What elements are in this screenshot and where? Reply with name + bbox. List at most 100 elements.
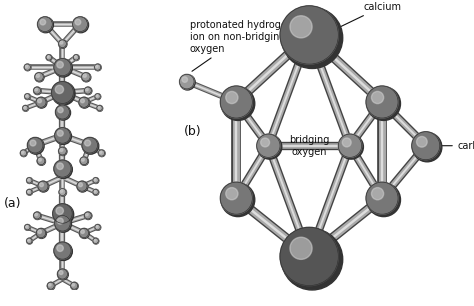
Circle shape <box>79 228 89 238</box>
Circle shape <box>95 64 101 71</box>
Circle shape <box>37 17 52 32</box>
Circle shape <box>94 239 96 241</box>
Circle shape <box>55 160 73 178</box>
Circle shape <box>27 138 44 154</box>
Circle shape <box>366 182 398 214</box>
Circle shape <box>96 225 98 227</box>
Circle shape <box>34 87 41 95</box>
Circle shape <box>226 188 238 200</box>
Circle shape <box>280 6 338 64</box>
Circle shape <box>26 95 27 97</box>
Circle shape <box>23 105 28 111</box>
Circle shape <box>25 94 30 99</box>
Circle shape <box>93 178 99 184</box>
Circle shape <box>26 225 27 227</box>
Circle shape <box>27 238 32 244</box>
Circle shape <box>417 136 427 147</box>
Circle shape <box>372 91 383 104</box>
Circle shape <box>99 150 105 157</box>
Circle shape <box>84 212 92 219</box>
Circle shape <box>98 106 100 108</box>
Circle shape <box>58 269 68 280</box>
Circle shape <box>290 16 312 38</box>
Circle shape <box>25 65 27 67</box>
Circle shape <box>58 107 63 113</box>
Circle shape <box>47 56 49 58</box>
Circle shape <box>257 135 282 159</box>
Circle shape <box>59 147 67 155</box>
Circle shape <box>40 19 46 25</box>
Circle shape <box>20 150 27 156</box>
Circle shape <box>96 65 98 67</box>
Circle shape <box>59 188 66 196</box>
Circle shape <box>95 225 101 230</box>
Text: (a): (a) <box>4 197 21 210</box>
Circle shape <box>93 189 99 195</box>
Circle shape <box>182 77 188 82</box>
Circle shape <box>180 74 194 89</box>
Circle shape <box>82 73 91 82</box>
Circle shape <box>96 95 98 97</box>
Circle shape <box>27 189 32 195</box>
Circle shape <box>35 213 37 216</box>
Circle shape <box>57 245 64 252</box>
Circle shape <box>367 183 401 217</box>
Circle shape <box>95 224 100 230</box>
Circle shape <box>35 73 44 82</box>
Circle shape <box>338 134 362 157</box>
Circle shape <box>74 56 76 58</box>
Circle shape <box>97 106 103 111</box>
Circle shape <box>53 204 72 223</box>
Circle shape <box>53 204 73 225</box>
Circle shape <box>40 183 44 187</box>
Circle shape <box>77 181 87 191</box>
Circle shape <box>180 75 195 90</box>
Circle shape <box>95 94 100 99</box>
Circle shape <box>221 87 255 121</box>
Circle shape <box>366 86 398 118</box>
Circle shape <box>54 242 71 259</box>
Circle shape <box>59 189 66 196</box>
Text: calcium: calcium <box>338 2 401 28</box>
Circle shape <box>24 64 31 71</box>
Circle shape <box>95 94 101 99</box>
Circle shape <box>55 85 64 94</box>
Circle shape <box>46 55 52 61</box>
Circle shape <box>81 230 84 233</box>
Circle shape <box>84 87 91 94</box>
Circle shape <box>280 227 338 285</box>
Circle shape <box>60 190 63 192</box>
Circle shape <box>27 189 32 195</box>
Circle shape <box>94 190 96 192</box>
Circle shape <box>55 59 73 77</box>
Text: (b): (b) <box>184 125 201 138</box>
Circle shape <box>36 74 39 77</box>
Circle shape <box>79 183 82 187</box>
Circle shape <box>60 148 63 151</box>
Circle shape <box>73 17 87 32</box>
Circle shape <box>80 229 89 238</box>
Circle shape <box>27 178 32 184</box>
Circle shape <box>84 212 91 219</box>
Circle shape <box>84 87 92 95</box>
Circle shape <box>82 158 84 161</box>
Circle shape <box>36 229 46 238</box>
Circle shape <box>79 97 90 108</box>
Circle shape <box>93 177 99 183</box>
Circle shape <box>52 82 75 105</box>
Circle shape <box>372 188 383 200</box>
Circle shape <box>93 238 99 244</box>
Circle shape <box>35 73 43 81</box>
Circle shape <box>73 55 79 61</box>
Circle shape <box>100 151 102 153</box>
Circle shape <box>97 105 102 111</box>
Circle shape <box>56 207 64 215</box>
Circle shape <box>27 137 43 153</box>
Circle shape <box>36 97 47 108</box>
Circle shape <box>60 41 63 44</box>
Circle shape <box>23 106 28 111</box>
Circle shape <box>47 282 54 289</box>
Circle shape <box>412 132 440 160</box>
Circle shape <box>220 182 252 214</box>
Circle shape <box>36 228 46 238</box>
